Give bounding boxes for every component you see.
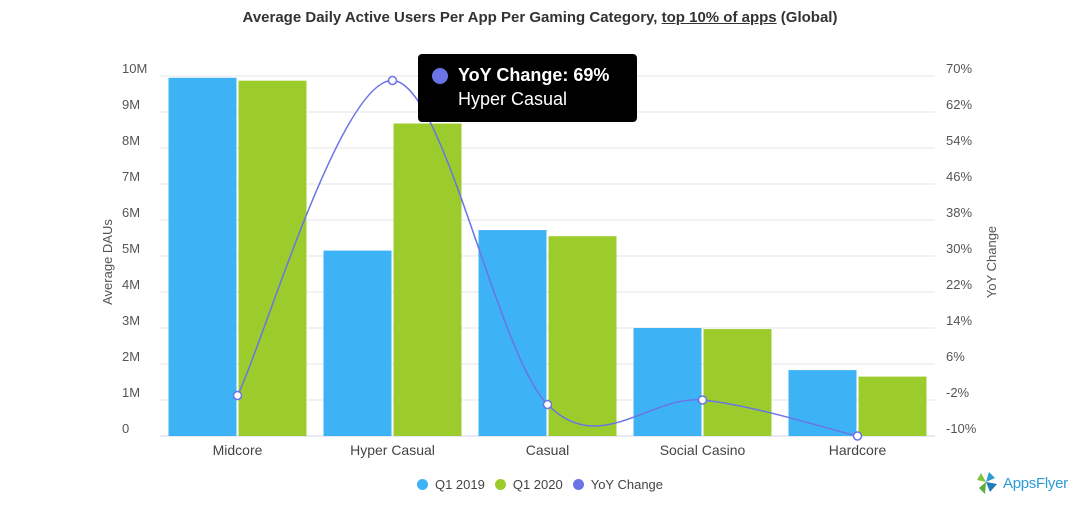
legend-swatch [572, 479, 584, 490]
bars [168, 77, 927, 437]
right-tick-label: 62% [946, 97, 972, 112]
yoy-tooltip: YoY Change: 69% Hyper Casual [418, 54, 637, 122]
legend-item-yoy-change[interactable]: YoY Change [572, 477, 664, 492]
legend-label: YoY Change [590, 477, 664, 492]
left-tick-label: 0 [122, 421, 129, 436]
bar-q1-2019-casual[interactable] [478, 230, 547, 436]
bar-q1-2020-hyper-casual[interactable] [393, 123, 462, 437]
category-label: Midcore [213, 442, 263, 458]
legend-swatch [494, 479, 506, 490]
left-tick-label: 7M [122, 169, 140, 184]
left-axis-ticks: 0 1M 2M 3M 4M 5M 6M 7M 8M 9M 10M [122, 61, 147, 436]
tooltip-category: Hyper Casual [458, 89, 568, 109]
bar-q1-2020-casual[interactable] [548, 236, 617, 436]
left-tick-label: 8M [122, 133, 140, 148]
left-axis-label: Average DAUs [100, 219, 115, 305]
yoy-point-hardcore[interactable] [852, 431, 863, 441]
bar-q1-2019-social-casino[interactable] [633, 328, 702, 436]
yoy-point-hyper-casual[interactable] [387, 75, 398, 86]
title-link[interactable]: top 10% of apps [661, 9, 777, 26]
tooltip-value: YoY Change: 69% [458, 65, 610, 85]
category-label: Hardcore [829, 442, 887, 458]
title-part1: Average Daily Active Users Per App Per G… [242, 9, 662, 26]
bar-q1-2019-midcore[interactable] [168, 77, 237, 437]
left-tick-label: 5M [122, 241, 140, 256]
right-tick-label: -10% [946, 421, 977, 436]
legend-label: Q1 2019 [434, 477, 485, 492]
bar-q1-2020-social-casino[interactable] [703, 329, 772, 436]
left-tick-label: 10M [122, 61, 147, 76]
bar-q1-2019-hardcore[interactable] [788, 370, 857, 436]
left-tick-label: 9M [122, 97, 140, 112]
right-tick-label: 70% [946, 61, 972, 76]
right-axis-ticks: -10% -2% 6% 14% 22% 30% 38% 46% 54% 62% 70% [946, 61, 977, 436]
legend: Q1 2019 Q1 2020 YoY Change [0, 477, 1080, 493]
legend-label: Q1 2020 [512, 477, 563, 492]
yoy-point-social-casino[interactable] [697, 395, 708, 405]
legend-item-q1-2019[interactable]: Q1 2019 [416, 477, 485, 492]
left-tick-label: 6M [122, 205, 140, 220]
right-tick-label: 46% [946, 169, 972, 184]
title-part3: (Global) [776, 9, 838, 26]
bar-q1-2019-hyper-casual[interactable] [323, 250, 392, 436]
bar-q1-2020-hardcore[interactable] [858, 376, 927, 436]
yoy-point-casual[interactable] [542, 399, 553, 410]
right-axis-label: YoY Change [984, 226, 999, 298]
category-label: Casual [526, 442, 570, 458]
category-label: Hyper Casual [350, 442, 435, 458]
tooltip-dot [432, 68, 448, 84]
category-labels: Midcore Hyper Casual Casual Social Casino Ha… [213, 442, 887, 458]
yoy-point-midcore[interactable] [232, 390, 243, 401]
legend-item-q1-2020[interactable]: Q1 2020 [494, 477, 563, 492]
category-label: Social Casino [660, 442, 746, 458]
left-tick-label: 4M [122, 277, 140, 292]
left-tick-label: 1M [122, 385, 140, 400]
yoy-line [232, 75, 863, 441]
right-tick-label: 14% [946, 313, 972, 328]
bar-q1-2020-midcore[interactable] [238, 80, 307, 437]
right-tick-label: -2% [946, 385, 970, 400]
right-tick-label: 54% [946, 133, 972, 148]
right-tick-label: 30% [946, 241, 972, 256]
appsflyer-logo-text: AppsFlyer [1003, 474, 1068, 492]
left-tick-label: 3M [122, 313, 140, 328]
yoy-series-line [236, 79, 858, 437]
chart-title: Average Daily Active Users Per App Per G… [0, 9, 1080, 26]
appsflyer-logo-icon [977, 472, 997, 494]
legend-swatch [416, 479, 428, 490]
appsflyer-logo: AppsFlyer [975, 468, 1075, 498]
right-tick-label: 22% [946, 277, 972, 292]
right-tick-label: 6% [946, 349, 965, 364]
right-tick-label: 38% [946, 205, 972, 220]
left-tick-label: 2M [122, 349, 140, 364]
